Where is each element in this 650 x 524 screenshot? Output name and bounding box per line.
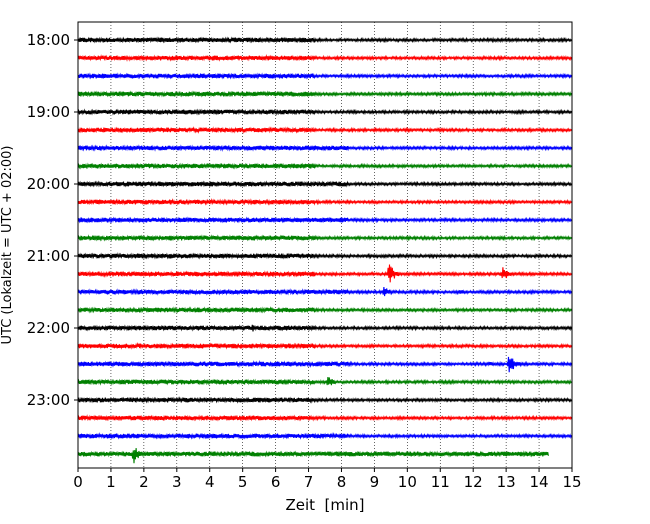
seismic-trace (77, 356, 573, 373)
seismic-trace (77, 324, 573, 332)
y-tick-label: 18:00 (27, 31, 70, 49)
y-axis-label: UTC (Lokalzeit = UTC + 02:00) (0, 146, 15, 345)
seismic-trace (77, 54, 573, 62)
seismic-trace (77, 36, 572, 44)
x-tick-label: 13 (497, 473, 516, 491)
y-tick-label: 23:00 (27, 391, 70, 409)
seismic-trace (77, 234, 572, 242)
y-tick-label: 21:00 (27, 247, 70, 265)
seismic-trace (77, 162, 572, 170)
seismic-trace (77, 376, 572, 386)
y-tick-label: 19:00 (27, 103, 70, 121)
seismic-trace (77, 90, 573, 98)
x-tick-label: 0 (73, 473, 83, 491)
seismic-trace (77, 414, 573, 422)
x-tick-label: 15 (562, 473, 581, 491)
seismic-trace (77, 432, 573, 440)
x-tick-label: 4 (205, 473, 215, 491)
trace-layer (77, 36, 573, 464)
x-tick-label: 12 (464, 473, 483, 491)
seismic-trace (77, 216, 572, 224)
seismic-trace (77, 180, 573, 188)
seismic-trace (77, 126, 572, 134)
x-axis-label: Zeit [min] (285, 496, 364, 514)
seismic-trace (77, 198, 572, 206)
plot-frame (77, 21, 573, 469)
seismic-trace (77, 342, 573, 350)
seismic-trace (77, 108, 573, 116)
y-tick-label: 20:00 (27, 175, 70, 193)
seismic-trace (77, 287, 573, 297)
y-tick-label: 22:00 (27, 319, 70, 337)
x-tick-label: 7 (304, 473, 314, 491)
x-axis-ticks: 0 1 2 3 4 5 6 7 8 9 10 11 12 13 14 15 (73, 468, 582, 491)
x-tick-label: 3 (172, 473, 182, 491)
y-axis-ticks: 18:00 19:00 20:00 21:00 22:00 23:00 (27, 31, 78, 409)
x-tick-label: 1 (106, 473, 116, 491)
x-tick-label: 8 (337, 473, 347, 491)
seismic-trace (77, 306, 573, 314)
seismic-trace (77, 144, 573, 152)
seismic-trace (77, 264, 572, 283)
x-tick-label: 11 (431, 473, 450, 491)
grid-lines (110, 22, 540, 468)
x-tick-label: 10 (398, 473, 417, 491)
x-tick-label: 2 (139, 473, 149, 491)
seismic-trace (77, 252, 572, 260)
x-tick-label: 5 (238, 473, 248, 491)
seismic-trace (77, 72, 573, 80)
seismic-trace (77, 448, 549, 464)
x-tick-label: 6 (271, 473, 281, 491)
seismic-trace (77, 396, 573, 404)
x-tick-label: 9 (370, 473, 380, 491)
x-tick-label: 14 (530, 473, 549, 491)
